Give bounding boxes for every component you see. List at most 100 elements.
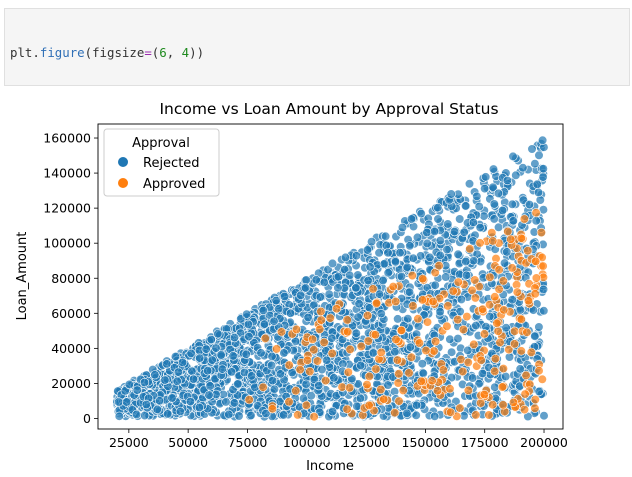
point-rejected <box>354 299 364 309</box>
point-rejected <box>534 386 544 397</box>
point-rejected <box>178 357 188 368</box>
legend-label-approved: Approved <box>143 177 205 192</box>
point-approved <box>291 386 301 396</box>
point-rejected <box>317 365 327 375</box>
point-approved <box>393 378 403 388</box>
point-approved <box>390 408 400 418</box>
point-rejected <box>351 251 362 261</box>
point-approved <box>492 318 502 328</box>
point-approved <box>364 371 374 382</box>
point-rejected <box>121 397 132 407</box>
code-cell[interactable]: plt.figure(figsize=(6, 4)) sns.scatterpl… <box>4 8 630 86</box>
point-rejected <box>246 371 257 381</box>
point-approved <box>474 281 484 292</box>
point-approved <box>465 244 475 254</box>
point-rejected <box>530 159 540 169</box>
point-rejected <box>425 252 435 262</box>
point-rejected <box>309 374 319 385</box>
code-token: )) <box>189 45 205 61</box>
point-rejected <box>170 352 181 362</box>
point-rejected <box>489 214 499 224</box>
point-approved <box>272 344 282 354</box>
point-approved <box>391 334 401 345</box>
point-approved <box>530 395 540 405</box>
point-approved <box>342 315 352 325</box>
point-approved <box>396 325 407 335</box>
point-rejected <box>131 409 142 420</box>
point-approved <box>445 384 455 394</box>
point-rejected <box>324 289 334 299</box>
point-rejected <box>243 319 253 329</box>
point-approved <box>345 383 355 393</box>
point-approved <box>490 366 500 376</box>
point-rejected <box>374 289 385 299</box>
point-rejected <box>381 231 391 241</box>
point-rejected <box>442 245 452 255</box>
point-rejected <box>323 265 333 275</box>
point-approved <box>406 352 417 362</box>
point-approved <box>316 315 326 325</box>
point-rejected <box>480 183 490 194</box>
point-rejected <box>531 216 541 226</box>
point-rejected <box>390 257 401 267</box>
point-rejected <box>379 259 390 269</box>
point-rejected <box>488 182 498 192</box>
point-approved <box>495 337 505 347</box>
point-approved <box>471 410 481 420</box>
point-approved <box>469 339 479 349</box>
point-approved <box>498 276 508 286</box>
point-approved <box>519 405 530 415</box>
y-tick-label: 20000 <box>51 376 91 391</box>
point-rejected <box>227 367 237 377</box>
point-rejected <box>390 347 400 357</box>
point-rejected <box>489 199 499 209</box>
point-approved <box>485 272 495 282</box>
point-rejected <box>333 283 343 293</box>
point-approved <box>512 287 522 297</box>
point-rejected <box>139 377 150 388</box>
point-rejected <box>269 384 280 394</box>
point-approved <box>343 327 353 337</box>
point-rejected <box>217 364 227 374</box>
point-approved <box>479 329 490 339</box>
point-rejected <box>327 333 337 343</box>
point-rejected <box>376 309 386 319</box>
point-approved <box>362 380 372 390</box>
point-approved <box>448 286 458 296</box>
point-approved <box>509 339 520 349</box>
point-approved <box>398 385 408 396</box>
point-approved <box>531 256 541 266</box>
point-approved <box>490 292 500 302</box>
code-token: 6 <box>159 45 167 61</box>
point-rejected <box>271 296 281 306</box>
point-rejected <box>461 201 471 211</box>
point-approved <box>536 227 547 238</box>
point-rejected <box>469 256 479 266</box>
x-tick-label: 25000 <box>109 435 149 450</box>
point-rejected <box>319 277 329 287</box>
point-approved <box>497 382 508 392</box>
point-rejected <box>435 250 445 260</box>
point-rejected <box>301 275 311 285</box>
point-approved <box>371 364 381 374</box>
point-approved <box>453 315 463 325</box>
point-approved <box>327 348 337 359</box>
point-approved <box>537 374 547 384</box>
point-approved <box>530 289 540 299</box>
point-approved <box>394 396 404 406</box>
point-rejected <box>501 371 511 382</box>
point-rejected <box>333 272 343 282</box>
point-rejected <box>422 227 432 238</box>
point-approved <box>516 233 526 243</box>
point-rejected <box>441 272 451 282</box>
point-rejected <box>353 312 363 322</box>
point-rejected <box>535 195 545 205</box>
point-rejected <box>500 258 510 268</box>
point-rejected <box>461 270 472 280</box>
point-rejected <box>162 359 172 369</box>
point-rejected <box>383 268 393 278</box>
legend: Approval Rejected Approved <box>103 128 220 197</box>
point-rejected <box>267 351 277 362</box>
code-token: = <box>144 45 152 61</box>
point-rejected <box>140 410 150 421</box>
